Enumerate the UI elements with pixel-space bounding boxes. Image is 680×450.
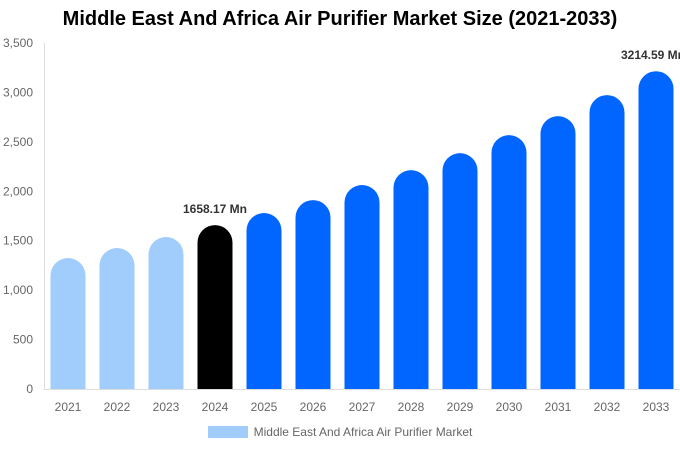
y-tick-label: 2,000 [3,184,33,198]
bar-2029 [442,153,478,389]
x-tick-label: 2029 [447,400,474,414]
x-tick-label: 2023 [153,400,180,414]
bar-2031 [540,116,576,389]
legend-swatch [207,426,248,438]
x-tick-label: 2033 [643,400,670,414]
bar-2033 [638,71,674,390]
y-tick-label: 1,000 [3,283,33,297]
x-tick-label: 2021 [55,400,82,414]
data-label-2024: 1658.17 Mn [183,202,247,216]
bar-2023 [148,237,184,389]
bar-2027 [344,185,380,389]
bar-2021 [50,258,86,389]
y-tick-label: 1,500 [3,234,33,248]
bar-2032 [589,95,625,389]
bar-2030 [491,135,527,389]
x-tick-label: 2025 [251,400,278,414]
x-tick-label: 2030 [496,400,523,414]
y-tick-label: 2,500 [3,135,33,149]
bar-2026 [295,200,331,389]
chart-title: Middle East And Africa Air Purifier Mark… [62,8,618,30]
bar-2024 [197,225,233,389]
x-tick-label: 2031 [545,400,572,414]
x-tick-label: 2022 [104,400,131,414]
bar-2025 [246,213,282,389]
y-tick-label: 500 [13,333,33,347]
data-label-2033: 3214.59 Mn [621,48,680,62]
y-tick-label: 3,000 [3,85,33,99]
bar-2022 [99,248,135,389]
x-tick-label: 2024 [202,400,229,414]
legend[interactable]: Middle East And Africa Air Purifier Mark… [0,425,680,439]
x-tick-label: 2027 [349,400,376,414]
x-tick-label: 2028 [398,400,425,414]
y-tick-label: 0 [26,382,33,396]
x-tick-label: 2026 [300,400,327,414]
x-tick-label: 2032 [594,400,621,414]
bar-2028 [393,170,429,389]
legend-label: Middle East And Africa Air Purifier Mark… [253,425,473,439]
y-tick-label: 3,500 [3,36,33,50]
